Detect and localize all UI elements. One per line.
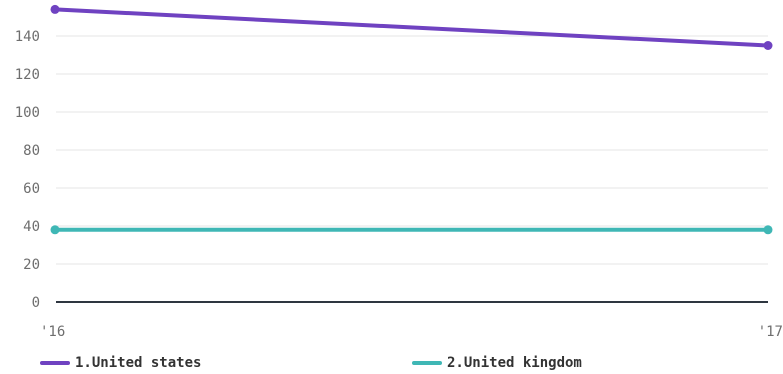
y-tick-label-100: 100: [15, 105, 40, 121]
line-chart: 0 20 40 60 80 100 120 140 '16 '17: [15, 4, 783, 340]
legend: 1.United states 2.United kingdom: [0, 352, 783, 374]
x-tick-label-0: '16: [40, 324, 65, 340]
y-tick-label-120: 120: [15, 67, 40, 83]
y-tick-label-0: 0: [32, 295, 40, 311]
y-tick-label-80: 80: [23, 143, 40, 159]
y-tick-label-140: 140: [15, 29, 40, 45]
series-line-1: [53, 7, 770, 48]
legend-swatch-series-1: [40, 361, 70, 365]
legend-item-series-1[interactable]: 1.United states: [40, 352, 201, 374]
series-2-point-0: [50, 225, 60, 235]
legend-label-series-2: 2.United kingdom: [447, 355, 582, 371]
series-2-point-1: [763, 225, 773, 235]
x-tick-label-1: '17: [758, 324, 783, 340]
legend-item-series-2[interactable]: 2.United kingdom: [412, 352, 582, 374]
legend-swatch-series-2: [412, 361, 442, 365]
series-1-point-1: [763, 41, 773, 50]
y-tick-label-20: 20: [23, 257, 40, 273]
y-tick-label-40: 40: [23, 219, 40, 235]
series-1-point-0: [50, 4, 60, 14]
y-tick-label-60: 60: [23, 181, 40, 197]
legend-label-series-1: 1.United states: [75, 355, 202, 371]
